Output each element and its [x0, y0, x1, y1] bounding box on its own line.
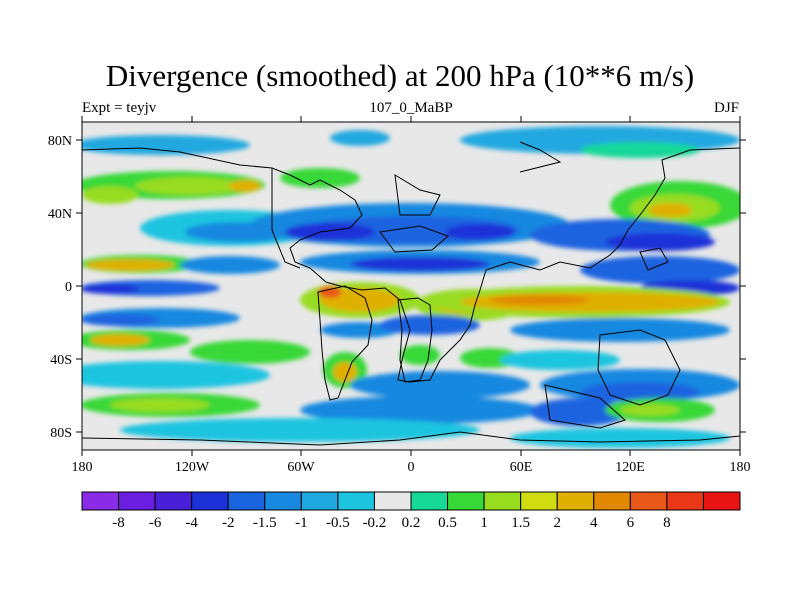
colorbar-label: -6: [149, 515, 162, 531]
colorbar-swatch: [227, 491, 266, 511]
coastlines: [82, 141, 740, 446]
colorbar-label: -0.2: [363, 515, 387, 531]
colorbar-swatch: [154, 491, 193, 511]
colorbar-label: 8: [663, 515, 671, 531]
experiment-label: Expt = teyjv: [82, 100, 157, 116]
colorbar-label: 1.5: [511, 515, 530, 531]
figure-title: Divergence (smoothed) at 200 hPa (10**6 …: [105, 58, 695, 93]
lat-label: 80N: [48, 134, 72, 149]
colorbar-swatch: [191, 491, 229, 511]
colorbar-label: -1: [295, 515, 308, 531]
lat-label: 80S: [50, 426, 72, 441]
lon-label: 0: [408, 460, 415, 475]
colorbar-swatch: [264, 491, 302, 511]
colorbar-label: 0.2: [402, 515, 421, 531]
colorbar-swatch: [629, 491, 668, 511]
divergence-field: [82, 122, 740, 450]
lon-label: 120E: [615, 460, 645, 475]
colorbar: -8 -6 -4 -2 -1.5 -1 -0.5 -0.2 0.2 0.5 1 1.5 2 4 6 8: [81, 491, 741, 531]
colorbar-swatch: [300, 491, 339, 511]
lon-label: 180: [730, 460, 751, 475]
colorbar-label: -8: [112, 515, 125, 531]
colorbar-label: -1.5: [253, 515, 277, 531]
colorbar-swatch: [593, 491, 631, 511]
colorbar-label: 4: [590, 515, 598, 531]
lat-label: 40N: [48, 207, 72, 222]
colorbar-label: -2: [222, 515, 235, 531]
colorbar-swatch: [447, 491, 485, 511]
longitude-axis: 180 120W 60W 0 60E 120E 180: [72, 116, 751, 475]
colorbar-swatch: [702, 491, 741, 511]
run-label: 107_0_MaBP: [369, 100, 453, 116]
lat-label: 0: [65, 280, 72, 295]
colorbar-swatch: [520, 491, 558, 511]
colorbar-swatch: [483, 491, 522, 511]
colorbar-label: 2: [553, 515, 561, 531]
colorbar-swatch: [410, 491, 449, 511]
colorbar-swatch: [373, 491, 412, 511]
colorbar-label: 6: [627, 515, 635, 531]
lat-label: 40S: [50, 353, 72, 368]
season-label: DJF: [713, 100, 739, 116]
colorbar-label: -4: [185, 515, 198, 531]
lon-label: 60E: [510, 460, 533, 475]
colorbar-swatch: [337, 491, 375, 511]
colorbar-swatch: [556, 491, 595, 511]
lon-label: 60W: [287, 460, 315, 475]
colorbar-swatch: [81, 491, 120, 511]
colorbar-label: 1: [480, 515, 488, 531]
colorbar-swatch: [666, 491, 704, 511]
latitude-axis: 80N 40N 0 40S 80S: [48, 134, 746, 441]
colorbar-label: -0.5: [326, 515, 350, 531]
lon-label: 180: [72, 460, 93, 475]
colorbar-swatch: [118, 491, 156, 511]
colorbar-label: 0.5: [438, 515, 457, 531]
lon-label: 120W: [175, 460, 210, 475]
